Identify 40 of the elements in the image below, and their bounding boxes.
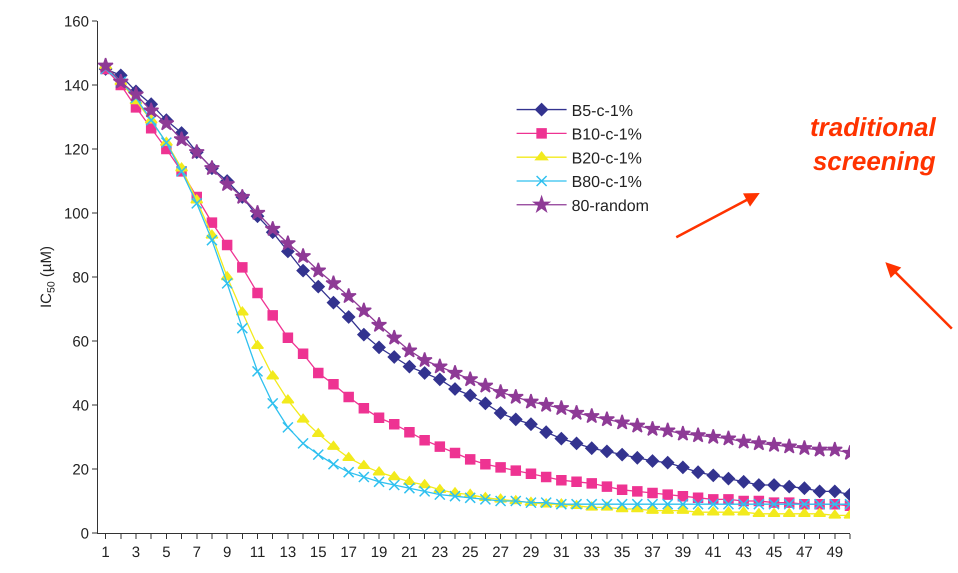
x-tick-label: 37: [644, 544, 661, 561]
y-tick-label: 0: [80, 525, 89, 542]
x-tick-label: 39: [674, 544, 692, 561]
x-tick-label: 25: [462, 544, 479, 561]
x-tick-label: 19: [370, 544, 388, 561]
x-tick-label: 3: [132, 544, 140, 561]
x-tick-label: 31: [553, 544, 570, 561]
y-tick-label: 120: [64, 141, 89, 158]
x-tick-label: 49: [826, 544, 844, 561]
y-tick-label: 160: [64, 13, 89, 30]
y-tick-label: 40: [72, 397, 89, 414]
x-tick-label: 17: [340, 544, 358, 561]
x-tick-label: 45: [766, 544, 782, 561]
legend-label: B5-c-1%: [572, 102, 633, 120]
x-tick-label: 9: [222, 544, 232, 561]
legend-label: 80-random: [572, 198, 649, 216]
x-tick-label: 47: [796, 544, 813, 561]
x-tick-label: 21: [401, 544, 418, 561]
x-tick-label: 13: [280, 544, 296, 561]
x-tick-label: 27: [492, 544, 509, 561]
x-tick-label: 29: [522, 544, 540, 561]
y-tick-label: 60: [72, 333, 89, 350]
x-tick-label: 7: [192, 544, 201, 561]
x-tick-label: 11: [250, 544, 266, 561]
x-tick-label: 5: [162, 544, 171, 561]
x-tick-label: 35: [614, 544, 630, 561]
y-tick-label: 100: [64, 205, 89, 222]
x-tick-label: 43: [735, 544, 752, 561]
legend-label: B80-c-1%: [572, 174, 642, 192]
annotation: traditional screening: [810, 112, 936, 176]
y-tick-label: 20: [72, 461, 89, 478]
legend-label: B10-c-1%: [572, 126, 642, 144]
y-tick-label: 80: [72, 269, 89, 286]
legend-label: B20-c-1%: [572, 150, 642, 168]
x-tick-label: 1: [101, 544, 110, 561]
x-tick-label: 41: [704, 544, 722, 561]
x-tick-label: 23: [431, 544, 448, 561]
x-tick-label: 15: [310, 544, 327, 561]
y-tick-label: 140: [64, 77, 89, 94]
x-tick-label: 33: [583, 544, 600, 561]
